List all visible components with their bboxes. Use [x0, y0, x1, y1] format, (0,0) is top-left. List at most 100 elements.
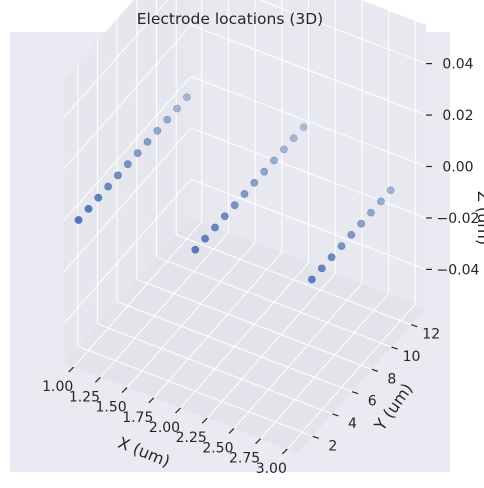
data-point: [317, 264, 326, 273]
z-tick-label: 0.02: [442, 108, 473, 124]
gridline-x-floor: [126, 242, 256, 388]
data-point: [123, 160, 132, 169]
gridline-x-floor: [153, 252, 283, 399]
data-point: [357, 219, 366, 228]
x-tick-label: 2.75: [229, 451, 260, 467]
data-point: [74, 216, 83, 224]
y-tick-mark: [351, 391, 359, 395]
data-point: [173, 104, 181, 113]
gridline-y-floor: [136, 278, 373, 370]
x-tick-mark: [228, 428, 235, 434]
data-point: [84, 204, 93, 213]
chart-title: Electrode locations (3D): [137, 10, 323, 28]
y-tick-mark: [312, 435, 319, 439]
gridline-z-backwall: [190, 24, 427, 116]
gridline-y-floor: [77, 345, 313, 437]
x-tick-label: 3.00: [256, 461, 287, 477]
x-tick-mark: [68, 366, 75, 373]
gridline-x-floor: [260, 293, 389, 440]
data-point: [182, 93, 191, 102]
data-point: [114, 171, 122, 180]
gridlines: [62, 0, 432, 455]
data-point: [386, 186, 395, 195]
x-tick-mark: [148, 397, 155, 404]
y-tick-label: 10: [403, 349, 421, 365]
gridline-z-backwall: [190, 178, 427, 270]
y-tick-mark: [391, 346, 398, 350]
gridline-y-floor: [97, 323, 333, 415]
x-tick-label: 1.75: [122, 410, 153, 426]
gridline-x-floor: [206, 272, 336, 419]
data-point: [143, 137, 152, 146]
x-tick-label: 1.50: [96, 400, 127, 416]
data-point: [270, 156, 278, 165]
x-tick-label: 2.00: [149, 420, 180, 436]
gridline-z-backwall: [190, 127, 427, 219]
data-point: [250, 178, 259, 187]
data-point: [153, 126, 162, 135]
z-axis-label: Z (um): [474, 191, 484, 245]
data-point: [307, 275, 316, 284]
y-tick-label: 8: [387, 371, 396, 387]
x-tick-mark: [121, 387, 128, 393]
gridline-x-floor: [286, 303, 416, 450]
y-tick-mark: [332, 413, 339, 417]
data-point: [299, 123, 308, 131]
gridline-y-floor: [176, 234, 412, 326]
gridline-z-backwall: [258, 0, 427, 65]
x-tick-mark: [175, 407, 181, 414]
data-points: [74, 93, 395, 284]
x-tick-label: 2.50: [202, 441, 233, 457]
x-tick-label: 1.25: [69, 389, 100, 405]
gridline-y-floor: [116, 301, 353, 393]
x-tick-label: 1.00: [42, 379, 73, 395]
data-point: [337, 242, 346, 250]
tick-labels: 1.001.251.501.752.002.252.502.753.00 2468…: [42, 57, 479, 477]
data-point: [367, 208, 375, 217]
z-tick-label: −0.04: [437, 262, 480, 278]
x-tick-mark: [281, 448, 288, 455]
gridline-z-leftwall: [62, 76, 192, 222]
y-tick-mark: [411, 324, 418, 328]
gridline-x-floor: [100, 231, 229, 378]
data-point: [230, 201, 239, 210]
gridline-z-leftwall: [62, 0, 169, 119]
data-point: [201, 234, 209, 243]
x-tick-mark: [255, 438, 262, 445]
data-point: [376, 197, 385, 206]
data-point: [289, 134, 298, 143]
data-point: [104, 182, 112, 191]
data-point: [94, 193, 103, 202]
data-point: [240, 190, 249, 198]
data-point: [220, 212, 229, 221]
y-tick-mark: [371, 368, 379, 372]
data-point: [279, 145, 288, 154]
y-tick-label: 4: [348, 416, 357, 432]
x-tick-mark: [94, 376, 101, 383]
gridline-z-leftwall: [62, 24, 192, 171]
gridline-z-backwall: [190, 76, 427, 167]
gridline-x-floor: [233, 283, 363, 429]
z-tick-label: 0.04: [442, 57, 473, 73]
x-tick-label: 2.25: [176, 430, 207, 446]
data-point: [133, 149, 142, 157]
gridline-z-leftwall: [62, 179, 192, 325]
y-tick-label: 12: [422, 327, 440, 343]
left-wall-pane: [63, 0, 191, 363]
z-tick-label: −0.02: [437, 211, 480, 227]
gridline-x-floor: [180, 262, 309, 409]
data-point: [163, 115, 172, 124]
gridline-y-floor: [156, 256, 392, 348]
y-tick-label: 2: [328, 438, 337, 454]
data-point: [327, 253, 336, 262]
data-point: [260, 167, 269, 176]
data-point: [347, 230, 356, 239]
z-tick-label: 0.00: [442, 160, 473, 176]
gridline-z-leftwall: [62, 127, 192, 274]
y-tick-label: 6: [368, 394, 377, 410]
gridline-x-floor: [73, 221, 203, 368]
x-tick-mark: [201, 417, 208, 424]
data-point: [191, 245, 200, 254]
